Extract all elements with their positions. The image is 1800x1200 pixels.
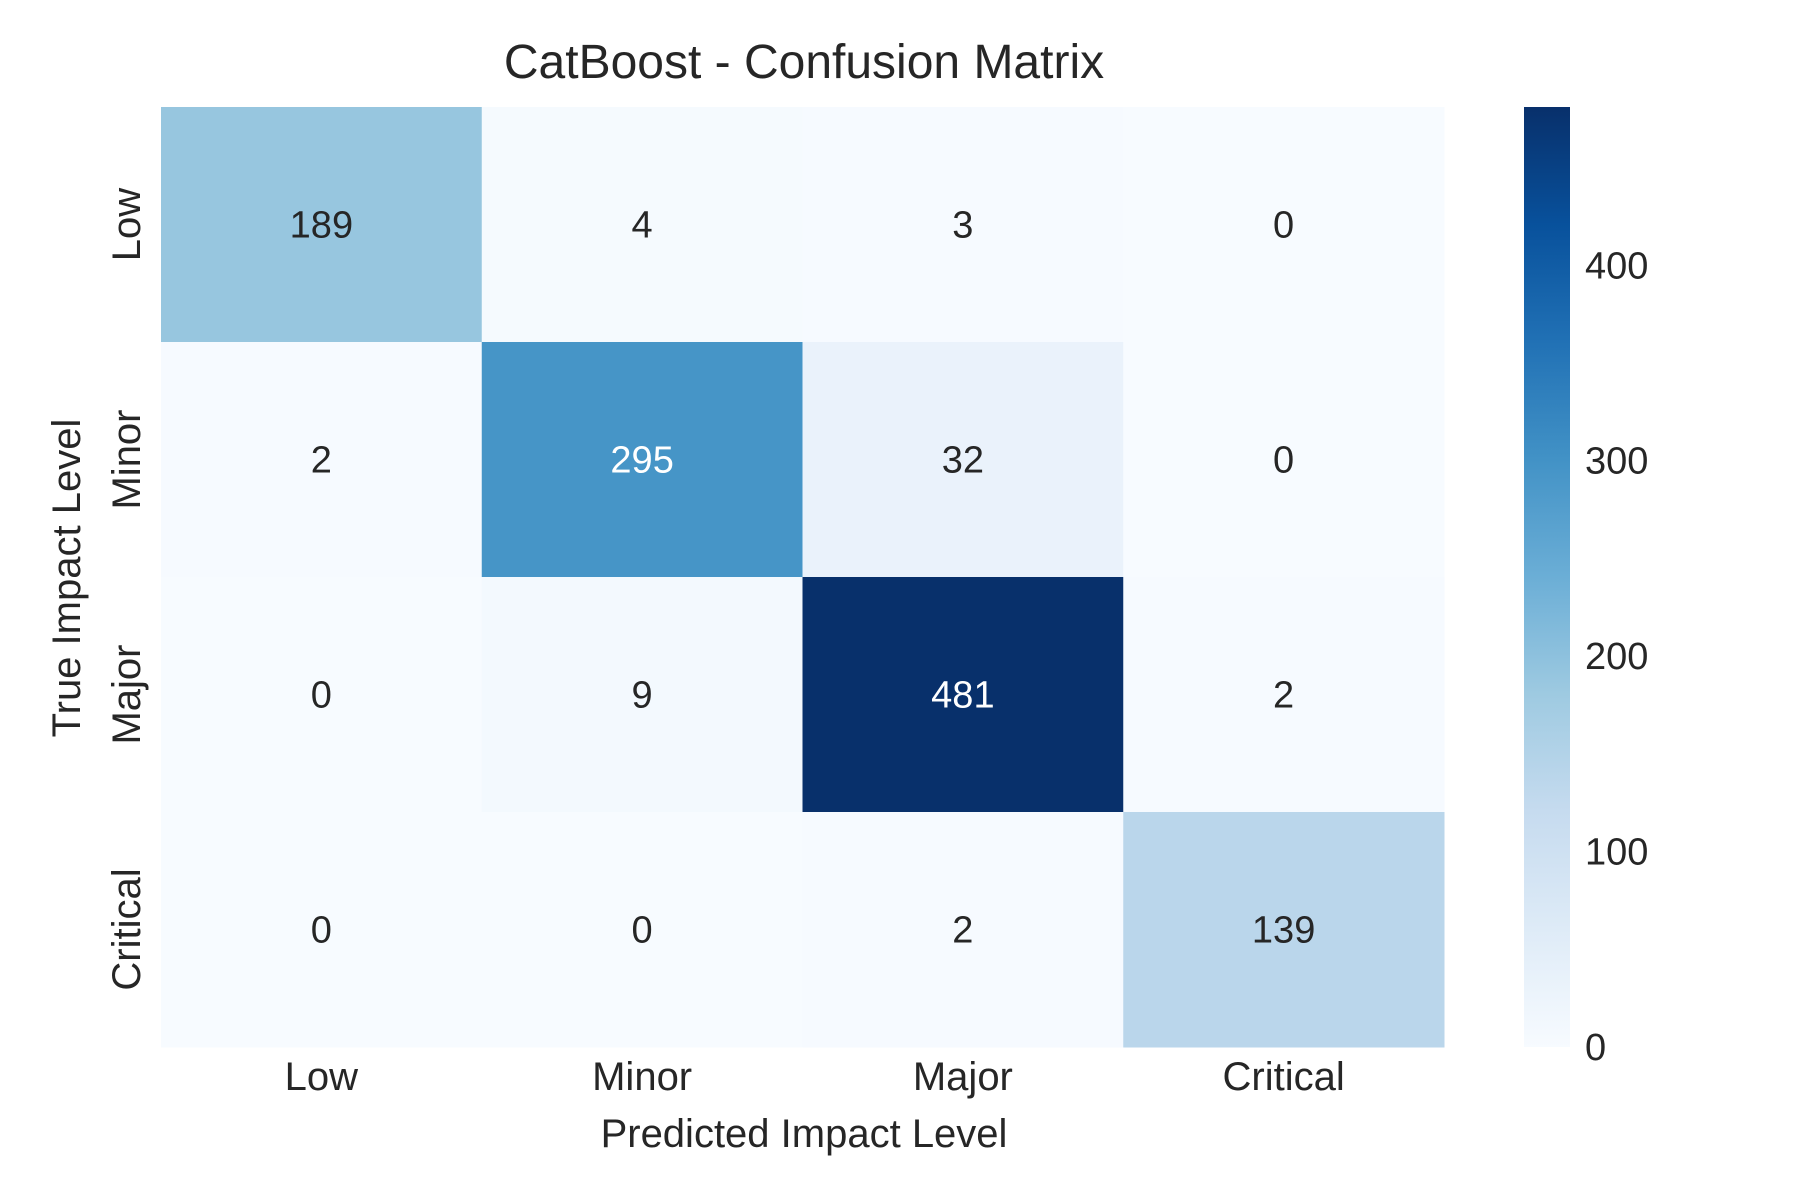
- cell-value-label: 0: [1273, 205, 1294, 247]
- x-tick-label: Minor: [592, 1055, 692, 1099]
- colorbar-tick-label: 200: [1585, 636, 1648, 678]
- cell-value-label: 139: [1252, 910, 1315, 952]
- colorbar-tick-label: 100: [1585, 832, 1648, 874]
- colorbar-tick-label: 0: [1585, 1027, 1606, 1069]
- cell-value-label: 2: [311, 440, 332, 482]
- cell-value-label: 9: [632, 675, 653, 717]
- heatmap-cell: [161, 342, 483, 578]
- cell-value-label: 0: [1273, 440, 1294, 482]
- heatmap-cell: [481, 107, 803, 343]
- cell-value-label: 189: [290, 205, 353, 247]
- heatmap-cell: [802, 812, 1124, 1048]
- cell-value-label: 0: [311, 910, 332, 952]
- heatmap-cell: [481, 342, 803, 578]
- colorbar-tick-label: 400: [1585, 245, 1648, 287]
- heatmap-cell: [481, 577, 803, 813]
- y-tick-label: Low: [105, 188, 149, 261]
- y-axis-label: True Impact Level: [45, 419, 89, 738]
- heatmap-cell: [802, 342, 1124, 578]
- cell-value-label: 3: [952, 205, 973, 247]
- heatmap-cell: [1123, 577, 1445, 813]
- cell-value-label: 0: [311, 675, 332, 717]
- cell-value-label: 0: [632, 910, 653, 952]
- y-tick-labels: Low Minor Major Critical: [105, 188, 149, 991]
- colorbar-gradient: [1524, 107, 1570, 1047]
- cell-value-label: 481: [931, 675, 994, 717]
- x-tick-label: Low: [285, 1055, 358, 1099]
- heatmap-cell: [802, 577, 1124, 813]
- heatmap-cell: [802, 107, 1124, 343]
- cell-value-label: 2: [952, 910, 973, 952]
- heatmap-cell: [1123, 107, 1445, 343]
- colorbar: 0 100 200 300 400: [1524, 107, 1648, 1069]
- y-tick-label: Critical: [105, 868, 149, 990]
- x-tick-labels: Low Minor Major Critical: [285, 1055, 1345, 1099]
- x-axis-label: Predicted Impact Level: [601, 1112, 1008, 1156]
- cell-value-label: 32: [942, 440, 984, 482]
- heatmap-cell: [161, 107, 483, 343]
- x-tick-label: Critical: [1223, 1055, 1345, 1099]
- heatmap-cell: [1123, 812, 1445, 1048]
- heatmap-cell: [481, 812, 803, 1048]
- heatmap-cell: [1123, 342, 1445, 578]
- x-tick-label: Major: [913, 1055, 1013, 1099]
- heatmap-cells: 189 4 3 0 2 295 32 0 0 9 481 2 0 0 2 139: [161, 107, 1445, 1048]
- cell-value-label: 295: [610, 440, 673, 482]
- heatmap-cell: [161, 812, 483, 1048]
- cell-value-label: 2: [1273, 675, 1294, 717]
- heatmap-cell: [161, 577, 483, 813]
- y-tick-label: Major: [105, 644, 149, 744]
- chart-title: CatBoost - Confusion Matrix: [504, 36, 1104, 89]
- cell-value-label: 4: [632, 205, 653, 247]
- y-tick-label: Minor: [105, 409, 149, 509]
- colorbar-tick-label: 300: [1585, 441, 1648, 483]
